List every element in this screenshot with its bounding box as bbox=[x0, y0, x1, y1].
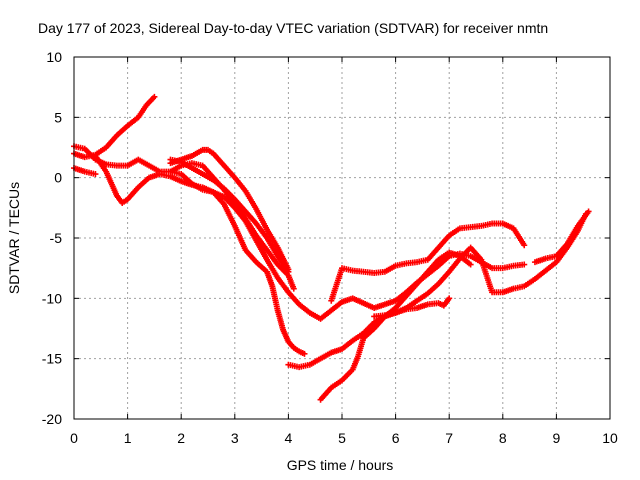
chart-title: Day 177 of 2023, Sidereal Day-to-day VTE… bbox=[38, 20, 548, 36]
data-point bbox=[521, 261, 528, 268]
y-tick-label: 10 bbox=[46, 49, 62, 65]
data-point bbox=[285, 268, 292, 275]
y-tick-label: 0 bbox=[54, 170, 62, 186]
plot-frame bbox=[73, 56, 611, 420]
y-tick-label: 5 bbox=[54, 109, 62, 125]
data-series bbox=[371, 295, 453, 320]
x-tick-label: 7 bbox=[445, 430, 453, 446]
data-series bbox=[285, 210, 589, 371]
data-series bbox=[71, 143, 528, 322]
data-series bbox=[328, 220, 528, 304]
plot-area bbox=[71, 93, 592, 403]
data-point bbox=[290, 285, 297, 292]
data-series bbox=[92, 152, 308, 357]
y-tick-label: -5 bbox=[50, 230, 63, 246]
x-axis-label: GPS time / hours bbox=[287, 457, 394, 473]
x-tick-label: 8 bbox=[499, 430, 507, 446]
x-tick-label: 3 bbox=[231, 430, 239, 446]
y-tick-label: -10 bbox=[42, 290, 62, 306]
data-point bbox=[467, 261, 474, 268]
y-tick-label: -20 bbox=[42, 411, 62, 427]
data-series bbox=[71, 93, 158, 161]
x-tick-label: 5 bbox=[338, 430, 346, 446]
data-point bbox=[521, 242, 528, 249]
x-tick-label: 1 bbox=[124, 430, 132, 446]
y-axis-label: SDTVAR / TECUs bbox=[6, 182, 22, 294]
grid bbox=[74, 57, 610, 419]
data-point bbox=[301, 350, 308, 357]
data-point bbox=[151, 93, 158, 100]
x-tick-label: 6 bbox=[392, 430, 400, 446]
data-point bbox=[446, 295, 453, 302]
x-tick-label: 9 bbox=[553, 430, 561, 446]
data-series bbox=[167, 156, 292, 275]
data-point bbox=[92, 171, 99, 178]
x-tick-label: 4 bbox=[285, 430, 293, 446]
x-tick-label: 0 bbox=[70, 430, 78, 446]
data-point bbox=[585, 208, 592, 215]
data-series bbox=[531, 208, 592, 266]
data-series bbox=[71, 165, 99, 178]
x-tick-label: 2 bbox=[177, 430, 185, 446]
x-tick-label: 10 bbox=[602, 430, 618, 446]
y-tick-label: -15 bbox=[42, 351, 62, 367]
